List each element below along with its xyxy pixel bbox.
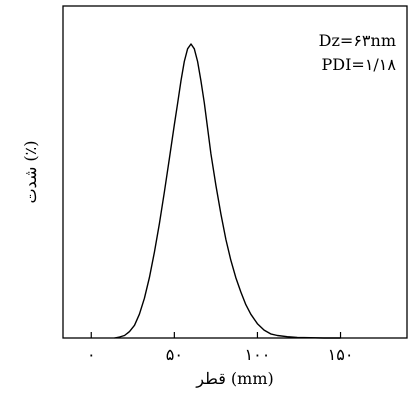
x-axis-tick-labels: ۰ ۵۰ ۱۰۰ ۱۵۰ bbox=[87, 345, 353, 364]
series-line bbox=[114, 43, 341, 339]
x-axis-label: قطر (mm) bbox=[195, 369, 274, 388]
x-tick-label-0: ۰ bbox=[87, 345, 96, 364]
x-axis-ticks bbox=[90, 332, 342, 338]
x-tick-label-1: ۵۰ bbox=[166, 345, 183, 364]
x-tick-label-2: ۱۰۰ bbox=[245, 345, 271, 364]
y-axis-label: شدت (٪) bbox=[21, 140, 40, 203]
annotation-dz: Dz=۶۳nm bbox=[319, 31, 396, 50]
plot-frame bbox=[62, 5, 408, 339]
x-tick-label-3: ۱۵۰ bbox=[328, 345, 354, 364]
annotation-pdi: PDI=۱/۱۸ bbox=[322, 55, 397, 74]
